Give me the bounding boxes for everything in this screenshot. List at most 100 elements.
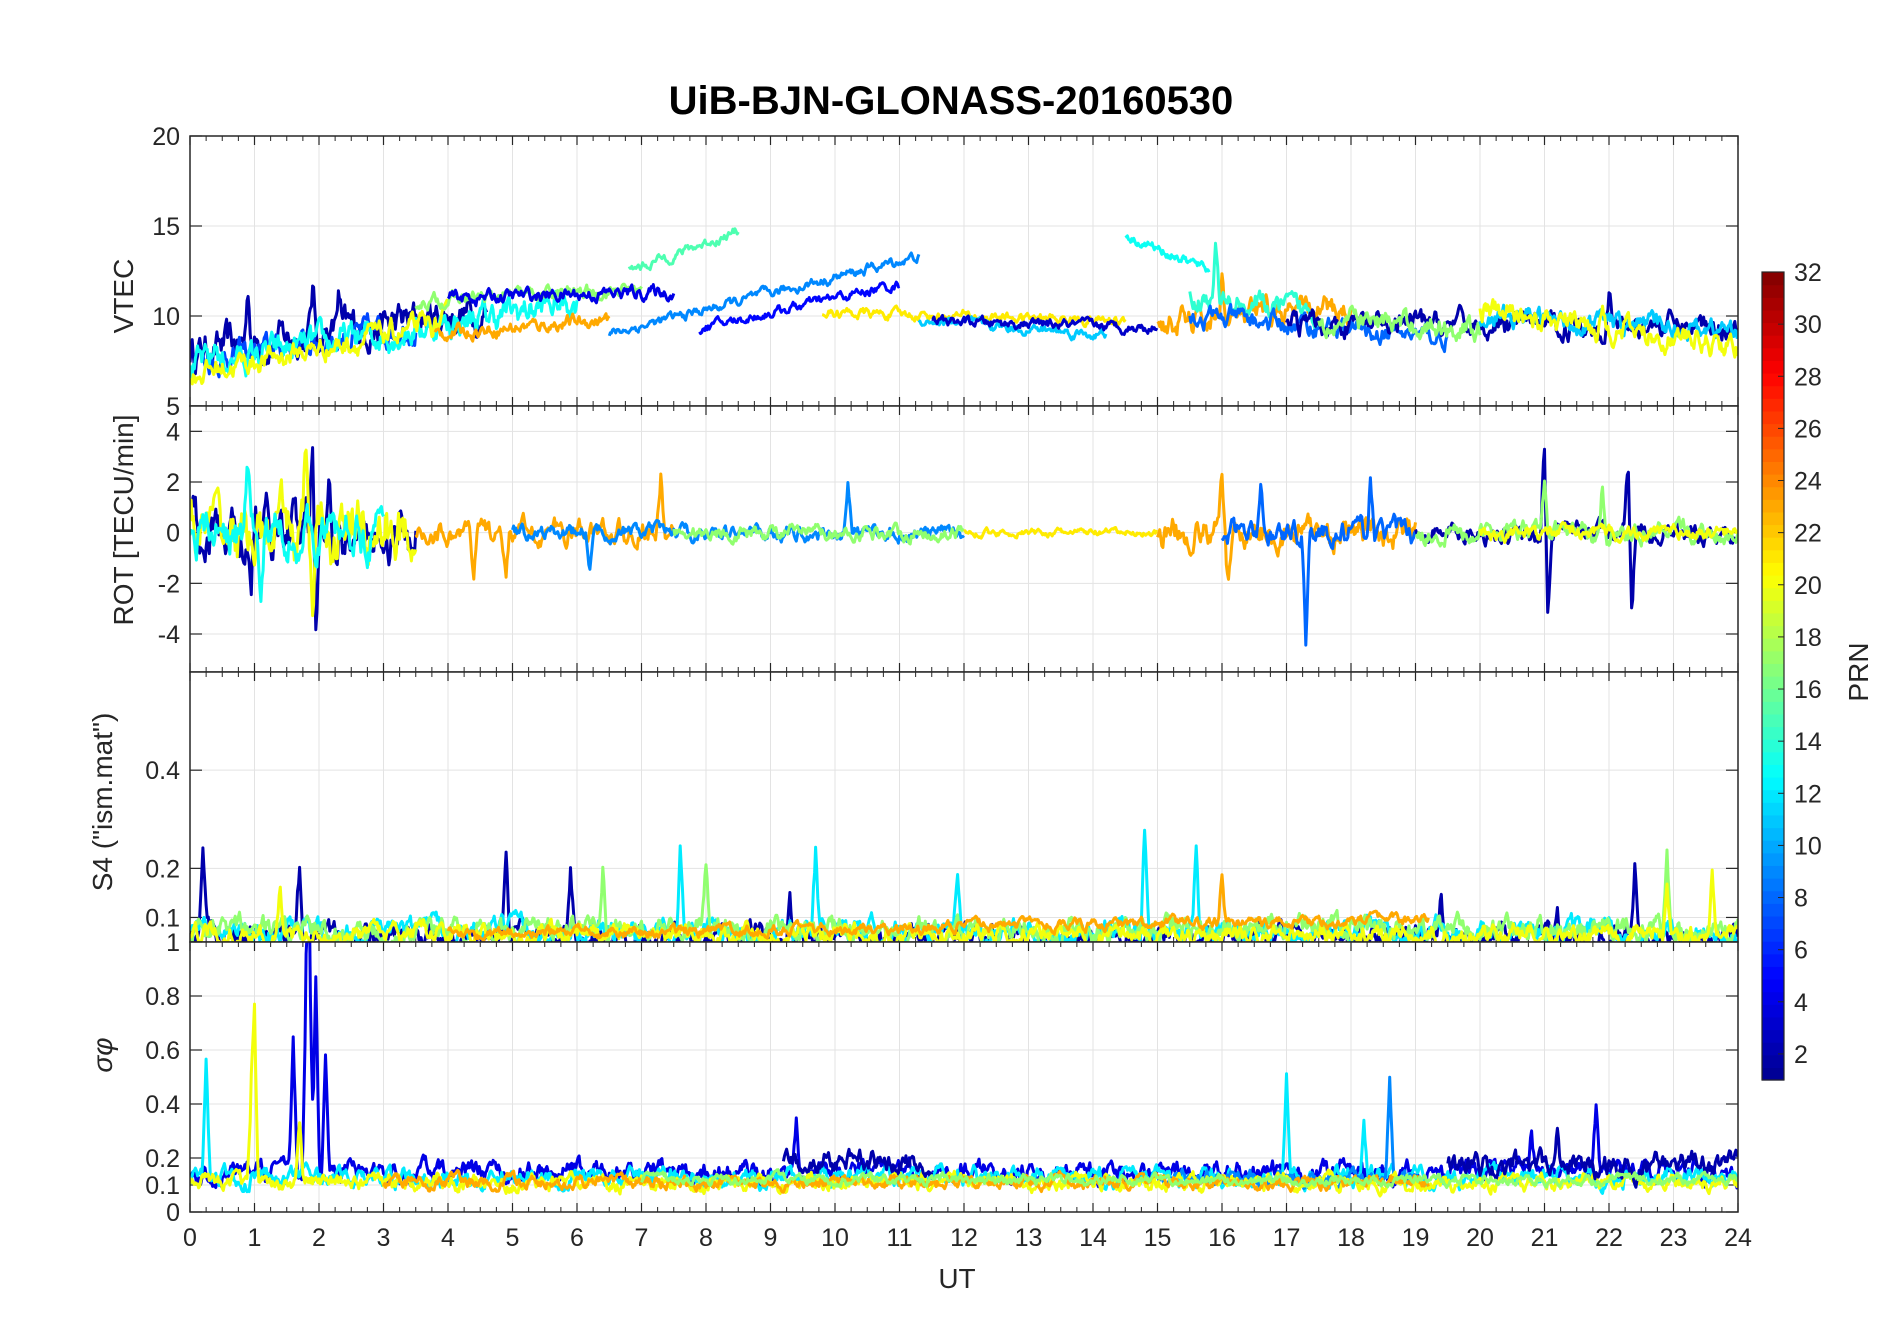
colorbar-swatch [1762,385,1784,399]
colorbar-swatch [1762,739,1784,753]
vtec-series-prn-20 [190,298,450,386]
colorbar-tick-label: 30 [1794,311,1822,339]
vtec-axis-label: VTEC [108,259,139,334]
vtec-y-tick-label: 10 [152,303,180,331]
sigma-y-tick-label: 1 [166,929,180,957]
colorbar-swatch [1762,802,1784,816]
vtec-y-tick-label: 5 [166,393,180,421]
colorbar-swatch [1762,915,1784,930]
colorbar-swatch [1762,549,1784,563]
colorbar-swatch [1762,663,1784,677]
colorbar-swatch [1762,1004,1784,1018]
rot-y-tick-label: -4 [158,621,180,649]
colorbar-tick-label: 12 [1794,780,1822,808]
sigma-series-group [190,942,1738,1198]
colorbar-swatch [1762,726,1784,740]
colorbar-swatch [1762,941,1784,955]
sigma-series-prn-2 [781,1147,934,1178]
x-tick-label: 8 [699,1224,713,1252]
rot-series-prn-17 [672,521,966,546]
colorbar-swatch [1762,335,1784,349]
colorbar-swatch [1762,448,1784,462]
colorbar-swatch [1762,840,1784,854]
colorbar-swatch [1762,410,1784,425]
s4-y-tick-label: 0.4 [145,757,180,785]
vtec-series-prn-5 [698,280,901,335]
x-tick-label: 6 [570,1224,584,1252]
colorbar-swatch [1762,537,1784,551]
s4-axis-label: S4 ("ism.mat") [87,713,118,892]
colorbar-swatch [1762,347,1784,361]
colorbar-swatch [1762,284,1784,298]
colorbar-tick-label: 24 [1794,468,1822,496]
colorbar-swatch [1762,688,1784,702]
x-tick-label: 20 [1466,1224,1494,1252]
colorbar-tick-label: 20 [1794,572,1822,600]
sigma-y-tick-label: 0.2 [145,1145,180,1173]
colorbar-swatch [1762,360,1784,374]
s4-series-group [190,828,1738,942]
colorbar-swatch [1762,562,1784,576]
sigma-axes-box [189,941,1739,1213]
vtec-series-prn-4 [446,283,676,308]
x-tick-label: 9 [764,1224,778,1252]
colorbar-swatch [1762,713,1784,728]
x-tick-label: 16 [1208,1224,1236,1252]
colorbar-swatch [1762,398,1784,412]
x-tick-label: 10 [821,1224,849,1252]
colorbar-swatch [1762,1042,1784,1056]
x-axis-label: UT [938,1263,975,1294]
x-tick-label: 21 [1531,1224,1559,1252]
x-tick-label: 24 [1724,1224,1752,1252]
x-tick-label: 0 [183,1224,197,1252]
colorbar-swatch [1762,524,1784,538]
rot-axis-label: ROT [TECU/min] [108,414,139,625]
colorbar-swatch [1762,486,1784,500]
s4-y-tick-label: 0.2 [145,855,180,883]
colorbar-swatch [1762,322,1784,336]
colorbar-swatch [1762,903,1784,917]
colorbar-tick-label: 10 [1794,832,1822,860]
vtec-y-tick-label: 15 [152,213,180,241]
colorbar-swatch [1762,297,1784,311]
colorbar-tick-label: 2 [1794,1041,1808,1069]
colorbar-swatch [1762,650,1784,664]
colorbar-swatch [1762,789,1784,803]
colorbar-label: PRN [1843,642,1874,701]
x-tick-label: 14 [1079,1224,1107,1252]
x-tick-label: 3 [377,1224,391,1252]
colorbar-swatch [1762,852,1784,866]
colorbar-swatch [1762,575,1784,589]
colorbar-tick-label: 18 [1794,624,1822,652]
x-tick-label: 19 [1402,1224,1430,1252]
rot-y-tick-label: -2 [158,570,180,598]
sigma-y-tick-label: 0.1 [145,1172,180,1200]
sigma-y-tick-label: 0 [166,1199,180,1227]
rot-y-tick-label: 4 [166,418,180,446]
sigma-y-tick-label: 0.4 [145,1091,180,1119]
colorbar-swatch [1762,1029,1784,1043]
colorbar-frame [1761,271,1785,1081]
vtec-y-tick-label: 20 [152,123,180,151]
colorbar-tick-label: 26 [1794,415,1822,443]
s4-y-tick-label: 0.1 [145,904,180,932]
colorbar-label-group: PRN [1843,642,1874,701]
colorbar-swatch [1762,423,1784,437]
x-tick-label: 15 [1144,1224,1172,1252]
rot-y-tick-label: 0 [166,520,180,548]
vtec-series-prn-17 [1317,304,1482,343]
chart-title: UiB-BJN-GLONASS-20160530 [669,79,1234,123]
rot-ylabel-group: ROT [TECU/min] [108,414,139,625]
rot-series-prn-21 [963,526,1158,540]
vtec-series-prn-3 [931,313,1159,336]
colorbar-tick-label: 16 [1794,676,1822,704]
vtec-series-prn-14 [1188,241,1321,333]
vtec-series-group [190,227,1738,386]
x-tick-label: 12 [950,1224,978,1252]
colorbar-tick-label: 22 [1794,520,1822,548]
colorbar-swatch [1762,309,1784,324]
colorbar-swatch [1762,701,1784,715]
